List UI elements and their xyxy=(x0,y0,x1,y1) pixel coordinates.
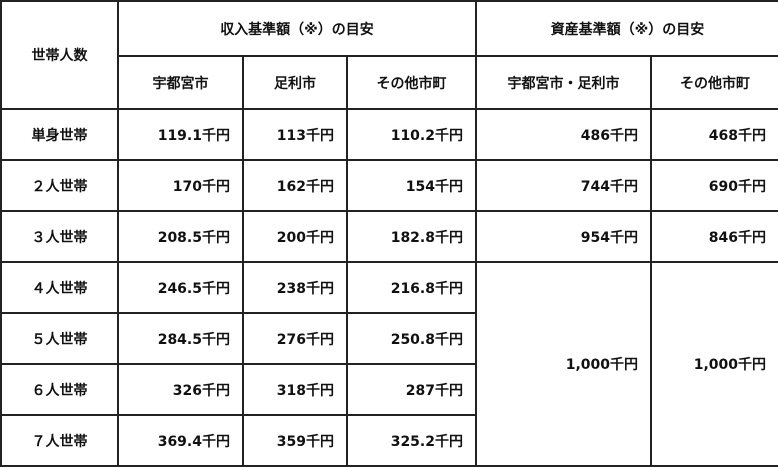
asset-cell: 744千円 xyxy=(475,159,652,212)
header-other-municipalities-assets: その他市町 xyxy=(650,55,778,110)
asset-cell: 954千円 xyxy=(475,210,652,263)
table-row: ２人世帯 170千円 162千円 154千円 744千円 690千円 xyxy=(0,159,778,212)
income-cell: 369.4千円 xyxy=(117,414,244,467)
asset-cell: 690千円 xyxy=(650,159,778,212)
household-label: ７人世帯 xyxy=(0,414,119,467)
header-household-size: 世帯人数 xyxy=(0,0,119,110)
asset-cell: 486千円 xyxy=(475,108,652,161)
income-cell: 246.5千円 xyxy=(117,261,244,314)
household-label: ３人世帯 xyxy=(0,210,119,263)
income-cell: 113千円 xyxy=(242,108,348,161)
header-utsunomiya: 宇都宮市 xyxy=(117,55,244,110)
income-cell: 208.5千円 xyxy=(117,210,244,263)
income-cell: 359千円 xyxy=(242,414,348,467)
income-cell: 326千円 xyxy=(117,363,244,416)
table-row: ４人世帯 246.5千円 238千円 216.8千円 1,000千円 1,000千円 xyxy=(0,261,778,467)
asset-cell: 468千円 xyxy=(650,108,778,161)
income-cell: 318千円 xyxy=(242,363,348,416)
header-asset-criteria: 資産基準額（※）の目安 xyxy=(475,0,778,57)
income-cell: 287千円 xyxy=(346,363,477,416)
household-label: ４人世帯 xyxy=(0,261,119,314)
household-label: ６人世帯 xyxy=(0,363,119,416)
table-row: ３人世帯 208.5千円 200千円 182.8千円 954千円 846千円 xyxy=(0,210,778,263)
table-row: ７人世帯 369.4千円 359千円 325.2千円 xyxy=(0,414,778,467)
income-cell: 276千円 xyxy=(242,312,348,365)
income-cell: 110.2千円 xyxy=(346,108,477,161)
income-cell: 170千円 xyxy=(117,159,244,212)
table-row: ５人世帯 284.5千円 276千円 250.8千円 xyxy=(0,312,778,365)
income-cell: 182.8千円 xyxy=(346,210,477,263)
household-label: ５人世帯 xyxy=(0,312,119,365)
income-cell: 154千円 xyxy=(346,159,477,212)
header-other-municipalities: その他市町 xyxy=(346,55,477,110)
table-row: ６人世帯 326千円 318千円 287千円 xyxy=(0,363,778,416)
asset-cell-merged: 1,000千円 xyxy=(650,261,778,467)
income-cell: 162千円 xyxy=(242,159,348,212)
income-cell: 325.2千円 xyxy=(346,414,477,467)
household-label: 単身世帯 xyxy=(0,108,119,161)
header-income-criteria: 収入基準額（※）の目安 xyxy=(117,0,477,57)
income-cell: 216.8千円 xyxy=(346,261,477,314)
income-cell: 250.8千円 xyxy=(346,312,477,365)
income-cell: 238千円 xyxy=(242,261,348,314)
household-label: ２人世帯 xyxy=(0,159,119,212)
header-ashikaga: 足利市 xyxy=(242,55,348,110)
header-utsunomiya-ashikaga: 宇都宮市・足利市 xyxy=(475,55,652,110)
asset-cell-merged: 1,000千円 xyxy=(475,261,652,467)
income-cell: 119.1千円 xyxy=(117,108,244,161)
table-row: 単身世帯 119.1千円 113千円 110.2千円 486千円 468千円 xyxy=(0,108,778,161)
income-cell: 200千円 xyxy=(242,210,348,263)
asset-cell: 846千円 xyxy=(650,210,778,263)
income-cell: 284.5千円 xyxy=(117,312,244,365)
